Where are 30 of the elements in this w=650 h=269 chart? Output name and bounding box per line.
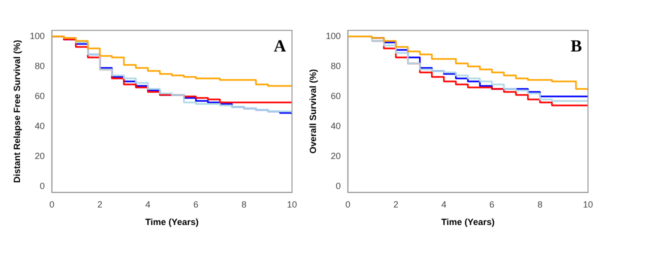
x-tick-label: 10 — [582, 199, 593, 210]
x-tick-label: 6 — [489, 199, 494, 210]
y-tick-label: 0 — [40, 180, 45, 191]
x-tick-label: 6 — [193, 199, 198, 210]
y-tick-label: 100 — [30, 30, 45, 41]
x-tick-label: 0 — [49, 199, 54, 210]
y-axis-title: Distant Relapse Free Survival (%) — [12, 40, 22, 183]
x-tick-label: 8 — [241, 199, 246, 210]
x-axis-title: Time (Years) — [145, 217, 199, 228]
x-tick-label: 4 — [145, 199, 150, 210]
y-tick-label: 60 — [34, 90, 45, 101]
x-tick-label: 8 — [537, 199, 542, 210]
y-tick-label: 20 — [34, 150, 45, 161]
y-tick-label: 80 — [330, 60, 341, 71]
x-tick-label: 0 — [345, 199, 350, 210]
x-axis-title: Time (Years) — [441, 217, 495, 228]
x-tick-label: 2 — [97, 199, 102, 210]
y-tick-label: 40 — [330, 120, 341, 131]
y-tick-label: 0 — [336, 180, 341, 191]
y-tick-label: 20 — [330, 150, 341, 161]
x-tick-label: 10 — [286, 199, 297, 210]
y-tick-label: 80 — [34, 60, 45, 71]
y-tick-label: 100 — [326, 30, 341, 41]
y-axis-title: Overall Survival (%) — [308, 69, 318, 154]
y-tick-label: 40 — [34, 120, 45, 131]
annotation: B — [570, 36, 582, 56]
annotation: A — [274, 36, 287, 56]
y-tick-label: 60 — [330, 90, 341, 101]
x-tick-label: 2 — [393, 199, 398, 210]
x-tick-label: 4 — [441, 199, 446, 210]
